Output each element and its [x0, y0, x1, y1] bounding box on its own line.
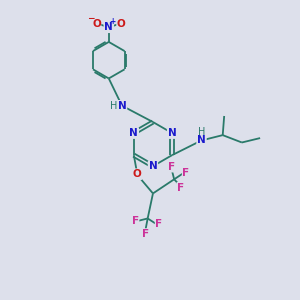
Text: F: F	[142, 229, 149, 239]
Text: F: F	[177, 182, 184, 193]
Text: N: N	[148, 161, 157, 171]
Text: F: F	[132, 216, 139, 226]
Text: O: O	[117, 19, 125, 29]
Text: O: O	[132, 169, 141, 179]
Text: N: N	[118, 101, 126, 111]
Text: +: +	[110, 17, 116, 26]
Text: N: N	[168, 128, 176, 138]
Text: F: F	[182, 168, 190, 178]
Text: F: F	[168, 162, 175, 172]
Text: N: N	[104, 22, 113, 32]
Text: H: H	[197, 127, 205, 137]
Text: N: N	[197, 135, 206, 146]
Text: −: −	[87, 14, 94, 23]
Text: N: N	[129, 128, 138, 138]
Text: O: O	[92, 19, 101, 29]
Text: H: H	[110, 101, 118, 111]
Text: F: F	[155, 219, 162, 229]
